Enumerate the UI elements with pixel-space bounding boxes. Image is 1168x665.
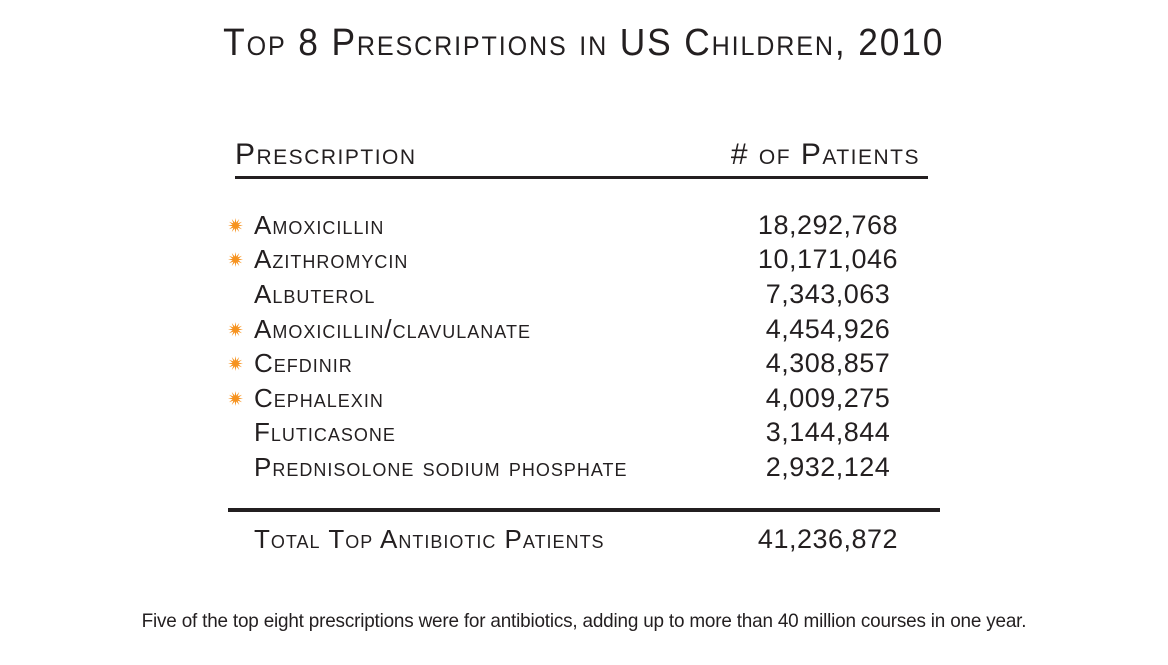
table-row: Prednisolone sodium phosphate 2,932,124 [228,450,940,485]
table-row: Amoxicillin/clavulanate 4,454,926 [228,312,940,347]
patient-count: 18,292,768 [757,209,899,240]
antibiotic-starburst-icon [228,321,243,337]
drug-name: Cephalexin [254,382,384,413]
total-value: 41,236,872 [757,523,899,554]
table-row: Fluticasone 3,144,844 [228,416,940,451]
table-body: Amoxicillin 18,292,768 Azithromycin 10,1… [228,208,940,485]
table-row: Cefdinir 4,308,857 [228,346,940,381]
antibiotic-starburst-icon [228,252,243,268]
total-separator-line [228,508,940,512]
drug-name: Amoxicillin [254,209,385,240]
patient-count: 4,454,926 [765,313,891,344]
antibiotic-starburst-icon [228,217,243,233]
drug-name: Fluticasone [254,417,396,448]
patient-count: 4,009,275 [765,382,891,413]
drug-name: Prednisolone sodium phosphate [254,451,628,482]
table-header-row: Prescription # of Patients [235,138,928,179]
table-row: Azithromycin 10,171,046 [228,243,940,278]
antibiotic-starburst-icon [228,356,243,372]
patient-count: 3,144,844 [765,417,891,448]
drug-name: Amoxicillin/clavulanate [254,313,531,344]
table-total-row: Total Top Antibiotic Patients 41,236,872 [228,523,940,555]
antibiotic-starburst-icon [228,390,243,406]
drug-name: Cefdinir [254,348,353,379]
table-row: Amoxicillin 18,292,768 [228,208,940,243]
table-row: Cephalexin 4,009,275 [228,381,940,416]
drug-name: Albuterol [254,278,376,309]
patient-count: 10,171,046 [757,244,899,275]
figure-caption: Five of the top eight prescriptions were… [0,610,1168,633]
page-title-text: Top 8 Prescriptions in US Children, 2010 [223,22,945,64]
column-header-patients: # of Patients [730,138,920,171]
table-row: Albuterol 7,343,063 [228,277,940,312]
patient-count: 2,932,124 [765,451,891,482]
patient-count: 7,343,063 [765,278,891,309]
column-header-prescription: Prescription [235,138,417,171]
patient-count: 4,308,857 [765,348,891,379]
page-title: Top 8 Prescriptions in US Children, 2010 [0,22,1168,65]
total-label: Total Top Antibiotic Patients [254,523,605,554]
figure-caption-text: Five of the top eight prescriptions were… [141,610,1027,632]
drug-name: Azithromycin [254,244,409,275]
